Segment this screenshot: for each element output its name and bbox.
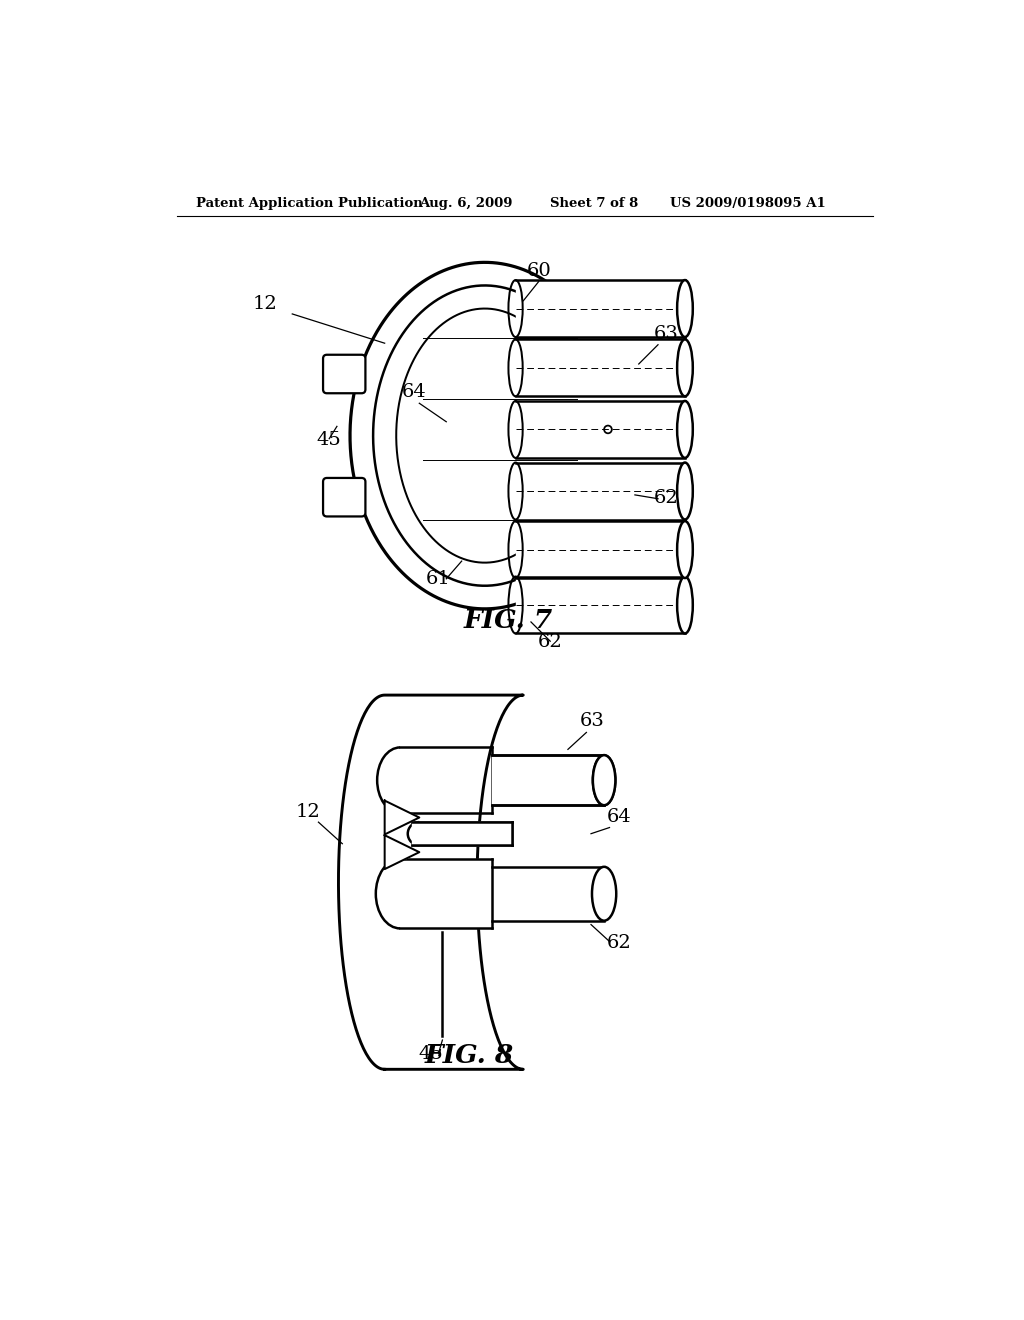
Polygon shape xyxy=(515,521,685,578)
Text: 12: 12 xyxy=(253,294,278,313)
FancyBboxPatch shape xyxy=(323,355,366,393)
Polygon shape xyxy=(493,867,604,921)
Text: US 2009/0198095 A1: US 2009/0198095 A1 xyxy=(670,197,825,210)
Text: 62: 62 xyxy=(607,933,632,952)
Ellipse shape xyxy=(677,521,693,578)
Text: FIG. 8: FIG. 8 xyxy=(425,1043,514,1068)
Ellipse shape xyxy=(677,339,693,396)
Text: 45: 45 xyxy=(419,1045,443,1064)
Text: 62: 62 xyxy=(538,634,562,651)
Text: 64: 64 xyxy=(607,808,632,826)
Text: 64: 64 xyxy=(401,383,426,401)
Polygon shape xyxy=(493,755,604,805)
Text: Sheet 7 of 8: Sheet 7 of 8 xyxy=(550,197,638,210)
Polygon shape xyxy=(385,836,419,869)
Ellipse shape xyxy=(677,462,693,520)
Text: 12: 12 xyxy=(295,803,321,821)
Polygon shape xyxy=(400,859,493,928)
FancyBboxPatch shape xyxy=(323,478,366,516)
Text: Patent Application Publication: Patent Application Publication xyxy=(196,197,423,210)
Text: 61: 61 xyxy=(426,570,451,589)
Text: 60: 60 xyxy=(526,263,551,280)
Ellipse shape xyxy=(677,401,693,458)
Ellipse shape xyxy=(593,755,615,805)
Polygon shape xyxy=(412,822,512,845)
Polygon shape xyxy=(385,800,419,834)
Text: 63: 63 xyxy=(581,713,605,730)
Polygon shape xyxy=(515,280,685,337)
Ellipse shape xyxy=(593,755,615,805)
Polygon shape xyxy=(515,401,685,458)
Ellipse shape xyxy=(592,867,616,921)
Text: Aug. 6, 2009: Aug. 6, 2009 xyxy=(419,197,513,210)
Ellipse shape xyxy=(677,280,693,337)
Polygon shape xyxy=(515,577,685,634)
Text: 62: 62 xyxy=(653,488,678,507)
Text: 45: 45 xyxy=(316,430,342,449)
Polygon shape xyxy=(515,462,685,520)
Polygon shape xyxy=(515,339,685,396)
Text: 63: 63 xyxy=(653,325,678,343)
Text: FIG. 7: FIG. 7 xyxy=(463,609,553,632)
Ellipse shape xyxy=(677,577,693,634)
